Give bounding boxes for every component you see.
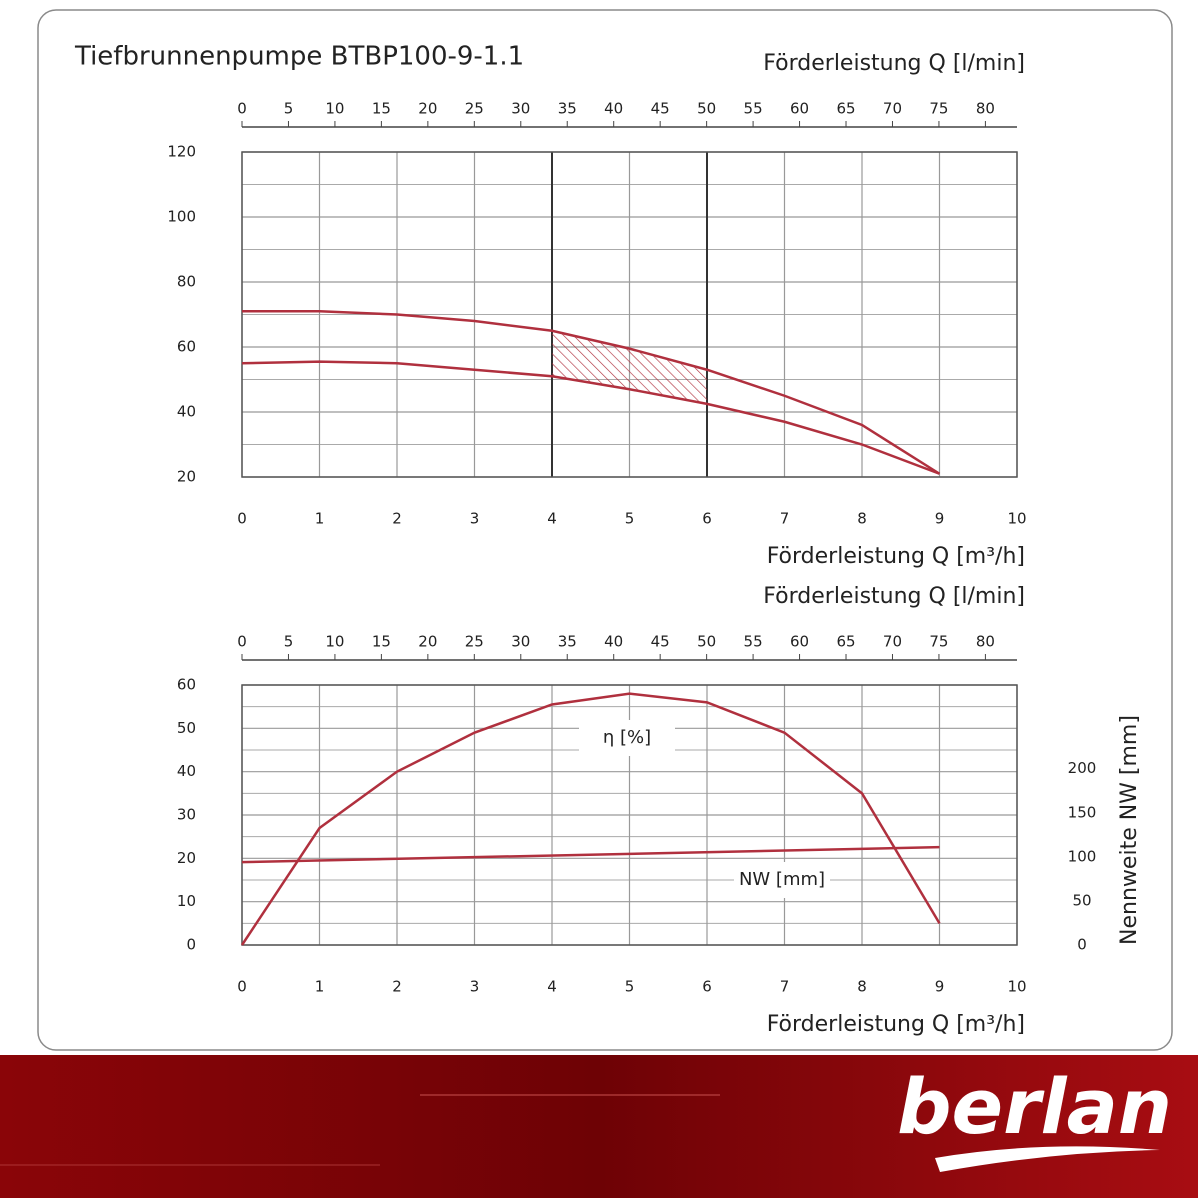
- x-tick-label: 9: [935, 978, 945, 996]
- y-tick-label: 120: [167, 143, 196, 161]
- y-tick-label: 10: [177, 892, 196, 910]
- y-tick-label: 60: [177, 676, 196, 694]
- x-tick-label: 0: [237, 978, 247, 996]
- x2-tick-label: 35: [558, 100, 577, 118]
- logo-swoosh: [935, 1146, 1160, 1172]
- x2-tick-label: 45: [651, 633, 670, 651]
- x2-tick-label: 30: [511, 633, 530, 651]
- y-tick-label: 0: [186, 936, 196, 954]
- x-tick-label: 10: [1007, 978, 1026, 996]
- x2-tick-label: 0: [237, 100, 247, 118]
- y-tick-label: 20: [177, 468, 196, 486]
- y-tick-label: 20: [177, 849, 196, 867]
- y-tick-label: 50: [177, 719, 196, 737]
- x2-tick-label: 10: [325, 100, 344, 118]
- x-tick-label: 3: [470, 510, 480, 528]
- x-tick-label: 6: [702, 510, 712, 528]
- x2-axis-title: Förderleistung Q [l/min]: [763, 51, 1025, 76]
- x-tick-label: 7: [780, 978, 790, 996]
- x-tick-label: 6: [702, 978, 712, 996]
- x-tick-label: 5: [625, 978, 635, 996]
- x-tick-label: 10: [1007, 510, 1026, 528]
- x2-tick-label: 65: [836, 633, 855, 651]
- x-tick-label: 2: [392, 978, 402, 996]
- x2-tick-label: 60: [790, 100, 809, 118]
- x2-tick-label: 50: [697, 100, 716, 118]
- x-tick-label: 4: [547, 510, 557, 528]
- x2-tick-label: 55: [744, 633, 763, 651]
- x2-tick-label: 75: [929, 633, 948, 651]
- x-tick-label: 9: [935, 510, 945, 528]
- series-line: [242, 310, 941, 475]
- x2-tick-label: 70: [883, 633, 902, 651]
- x-axis-title: Förderleistung Q [m³/h]: [767, 1012, 1025, 1037]
- x-tick-label: 1: [315, 510, 325, 528]
- x-tick-label: 7: [780, 510, 790, 528]
- x2-axis-title: Förderleistung Q [l/min]: [763, 584, 1025, 609]
- x2-tick-label: 5: [284, 100, 294, 118]
- x2-tick-label: 20: [418, 633, 437, 651]
- chart-title: Tiefbrunnenpumpe BTBP100-9-1.1: [74, 42, 524, 72]
- x-tick-label: 5: [625, 510, 635, 528]
- x-axis-title: Förderleistung Q [m³/h]: [767, 544, 1025, 569]
- x-tick-label: 4: [547, 978, 557, 996]
- x2-tick-label: 15: [372, 633, 391, 651]
- x-tick-label: 8: [857, 978, 867, 996]
- y-tick-label: 40: [177, 762, 196, 780]
- series-line: [241, 360, 940, 475]
- charts: Tiefbrunnenpumpe BTBP100-9-1.12040608010…: [74, 42, 1142, 1038]
- y2-tick-label: 150: [1068, 803, 1097, 821]
- y2-tick-label: 50: [1072, 891, 1091, 909]
- y-tick-label: 40: [177, 403, 196, 421]
- x2-tick-label: 25: [465, 633, 484, 651]
- x2-tick-label: 20: [418, 100, 437, 118]
- x2-tick-label: 10: [325, 633, 344, 651]
- plot-border: [241, 684, 1018, 946]
- brand-logo: berlan: [897, 1062, 1172, 1151]
- y2-tick-label: 100: [1068, 847, 1097, 865]
- x2-tick-label: 15: [372, 100, 391, 118]
- x-tick-label: 8: [857, 510, 867, 528]
- x2-tick-label: 70: [883, 100, 902, 118]
- series-line: [241, 845, 940, 864]
- y2-axis-title: Nennweite NW [mm]: [1117, 715, 1142, 945]
- x2-tick-label: 40: [604, 100, 623, 118]
- x2-tick-label: 55: [744, 100, 763, 118]
- y-tick-label: 80: [177, 273, 196, 291]
- x2-tick-label: 45: [651, 100, 670, 118]
- x2-tick-label: 25: [465, 100, 484, 118]
- footer-band: [0, 1055, 1198, 1198]
- x2-tick-label: 0: [237, 633, 247, 651]
- x2-tick-label: 80: [976, 100, 995, 118]
- x2-tick-label: 50: [697, 633, 716, 651]
- series-label: NW [mm]: [739, 869, 825, 890]
- x-tick-label: 1: [315, 978, 325, 996]
- y2-tick-label: 0: [1077, 936, 1087, 954]
- x2-tick-label: 80: [976, 633, 995, 651]
- x2-tick-label: 35: [558, 633, 577, 651]
- operating-range: [552, 330, 707, 404]
- x-tick-label: 0: [237, 510, 247, 528]
- y2-tick-label: 200: [1068, 759, 1097, 777]
- y-tick-label: 30: [177, 806, 196, 824]
- y-tick-label: 100: [167, 208, 196, 226]
- x2-tick-label: 65: [836, 100, 855, 118]
- x2-tick-label: 60: [790, 633, 809, 651]
- series-label: η [%]: [603, 727, 651, 748]
- x2-tick-label: 40: [604, 633, 623, 651]
- series-label-bg: [579, 720, 675, 756]
- x2-tick-label: 30: [511, 100, 530, 118]
- y-tick-label: 60: [177, 338, 196, 356]
- x-tick-label: 2: [392, 510, 402, 528]
- x-tick-label: 3: [470, 978, 480, 996]
- x2-tick-label: 75: [929, 100, 948, 118]
- x2-tick-label: 5: [284, 633, 294, 651]
- series-line: [240, 692, 941, 946]
- plot-border: [241, 151, 1018, 478]
- series-label-bg: [734, 862, 830, 898]
